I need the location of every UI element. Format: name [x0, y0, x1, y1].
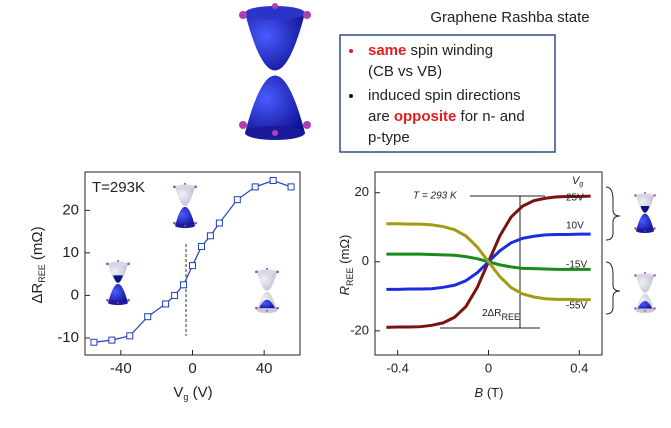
cone-icon	[106, 259, 130, 306]
x-tick-label: 40	[256, 360, 273, 377]
label-part: 2ΔR	[482, 308, 501, 319]
dirac-cone-main	[239, 3, 311, 140]
slide-title: Graphene Rashba state	[430, 9, 589, 26]
y-tick-label: 0	[362, 253, 369, 268]
bullet-line: induced spin directions	[368, 87, 521, 104]
x-tick-label: -40	[110, 360, 132, 377]
bullet-line: same spin winding	[368, 42, 493, 59]
brace	[605, 186, 621, 241]
marker	[269, 177, 277, 185]
series-line	[386, 222, 591, 302]
marker	[189, 262, 196, 270]
y-axis-label: RREE (mΩ)	[337, 235, 355, 296]
marker	[197, 242, 205, 250]
cone-icon	[255, 267, 279, 314]
bullet-dot	[349, 94, 353, 98]
legend-title: Vg	[572, 175, 583, 188]
legend-label: -55V	[566, 301, 587, 312]
label-part: g	[579, 181, 583, 188]
label-part: R	[337, 286, 352, 295]
label-part: REE	[345, 267, 355, 286]
label-part: (mΩ)	[29, 226, 46, 264]
label-part: B	[475, 385, 484, 400]
annotation: T=293K	[92, 179, 145, 196]
x-tick-label: 0	[485, 360, 492, 375]
legend-label: 10V	[566, 221, 584, 232]
marker	[206, 232, 214, 240]
marker	[162, 300, 170, 308]
y-tick-label: 20	[355, 184, 369, 199]
label-part: (V)	[188, 384, 212, 401]
y-tick-label: 20	[62, 201, 79, 218]
label-part: (mΩ)	[337, 235, 352, 268]
annotation: T = 293 K	[413, 191, 458, 202]
label-part: (T)	[483, 385, 503, 400]
y-tick-label: 10	[62, 244, 79, 261]
label-part: ΔR	[29, 283, 46, 304]
bullet-line: (CB vs VB)	[368, 63, 442, 80]
bullet-line: p-type	[368, 129, 410, 146]
label-part: V	[173, 384, 183, 401]
marker	[171, 291, 179, 299]
brace	[605, 261, 621, 315]
bullet-line: are opposite for n- and	[368, 108, 525, 125]
label-part: REE	[37, 264, 47, 283]
series-line	[93, 179, 292, 343]
cone-icon	[634, 191, 656, 233]
marker	[215, 219, 223, 227]
y-tick-label: -20	[350, 322, 369, 337]
marker	[251, 183, 259, 191]
x-tick-label: 0.4	[570, 360, 588, 375]
marker	[126, 332, 134, 340]
legend-label: 25V	[566, 193, 584, 204]
marker	[180, 281, 188, 289]
y-axis-label: ΔRREE (mΩ)	[29, 226, 47, 303]
marker	[144, 313, 152, 321]
bullet-dot	[349, 49, 353, 53]
legend-label: -15V	[566, 260, 587, 271]
delta-label: 2ΔRREE	[482, 308, 520, 323]
y-tick-label: 0	[71, 286, 79, 303]
x-axis-label: B (T)	[475, 385, 504, 400]
label-part: REE	[501, 312, 520, 322]
label-part: g	[183, 392, 188, 402]
marker	[108, 336, 116, 344]
cone-icon	[173, 182, 197, 229]
cone-icon	[634, 271, 656, 313]
y-tick-label: -10	[57, 329, 79, 346]
x-tick-label: 0	[188, 360, 196, 377]
x-axis-label: Vg (V)	[173, 384, 212, 402]
label-part: V	[572, 175, 581, 187]
x-tick-label: -0.4	[386, 360, 408, 375]
marker	[233, 196, 241, 204]
marker	[90, 338, 98, 346]
marker	[287, 183, 295, 191]
bullet-box	[339, 34, 556, 153]
